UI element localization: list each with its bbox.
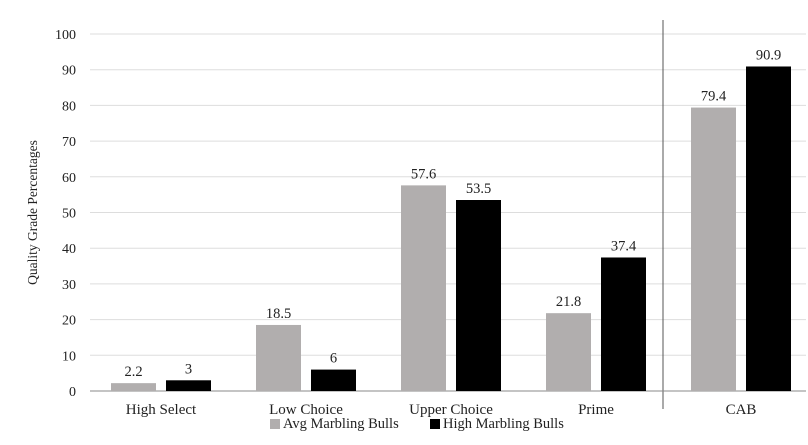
- y-tick-label: 100: [55, 28, 76, 43]
- x-category-label: Upper Choice: [409, 402, 493, 418]
- data-label: 79.4: [701, 89, 727, 105]
- y-tick-label: 60: [62, 171, 76, 186]
- bar-avg-prime: [546, 313, 591, 391]
- y-tick-label: 0: [69, 385, 76, 400]
- legend-label: Avg Marbling Bulls: [283, 416, 399, 432]
- data-label: 18.5: [266, 306, 291, 322]
- bar-high-prime: [601, 257, 646, 391]
- y-tick-label: 90: [62, 64, 76, 79]
- y-tick-label: 50: [62, 207, 76, 222]
- data-label: 57.6: [411, 166, 436, 182]
- gridlines: [90, 33, 806, 356]
- legend-swatch: [270, 419, 280, 429]
- x-category-label: CAB: [726, 402, 757, 418]
- y-axis-ticks: 0 10 20 30 40 50 60 70 80 90 100: [55, 28, 76, 400]
- data-label: 90.9: [756, 47, 781, 63]
- data-label: 2.2: [124, 364, 142, 380]
- y-axis-title: Quality Grade Percentages: [25, 140, 40, 285]
- bar-avg-high-select: [111, 383, 156, 391]
- data-label: 53.5: [466, 181, 491, 197]
- y-tick-label: 10: [62, 349, 76, 364]
- bar-high-high-select: [166, 380, 211, 391]
- y-tick-label: 20: [62, 314, 76, 329]
- bar-high-upper-choice: [456, 200, 501, 391]
- data-label: 37.4: [611, 238, 637, 254]
- bar-high-low-choice: [311, 369, 356, 391]
- bars: [111, 66, 791, 392]
- legend: Avg Marbling Bulls High Marbling Bulls: [270, 416, 564, 432]
- data-labels: 2.2 3 18.5 6 57.6 53.5 21.8 37.4 79.4 90.9: [124, 47, 781, 380]
- data-label: 3: [185, 361, 192, 377]
- y-tick-label: 30: [62, 278, 76, 293]
- y-tick-label: 40: [62, 242, 76, 257]
- x-category-label: High Select: [126, 402, 197, 418]
- x-axis-categories: High Select Low Choice Upper Choice Prime CA…: [126, 402, 757, 418]
- data-label: 21.8: [556, 294, 581, 310]
- data-label: 6: [330, 351, 337, 367]
- bar-avg-upper-choice: [401, 185, 446, 391]
- bar-avg-low-choice: [256, 324, 301, 391]
- y-tick-label: 80: [62, 99, 76, 114]
- bar-high-cab: [746, 66, 791, 391]
- bar-avg-cab: [691, 107, 736, 392]
- legend-swatch: [430, 419, 440, 429]
- legend-label: High Marbling Bulls: [443, 416, 564, 432]
- x-category-label: Prime: [578, 402, 614, 418]
- y-tick-label: 70: [62, 135, 76, 150]
- x-category-label: Low Choice: [269, 402, 343, 418]
